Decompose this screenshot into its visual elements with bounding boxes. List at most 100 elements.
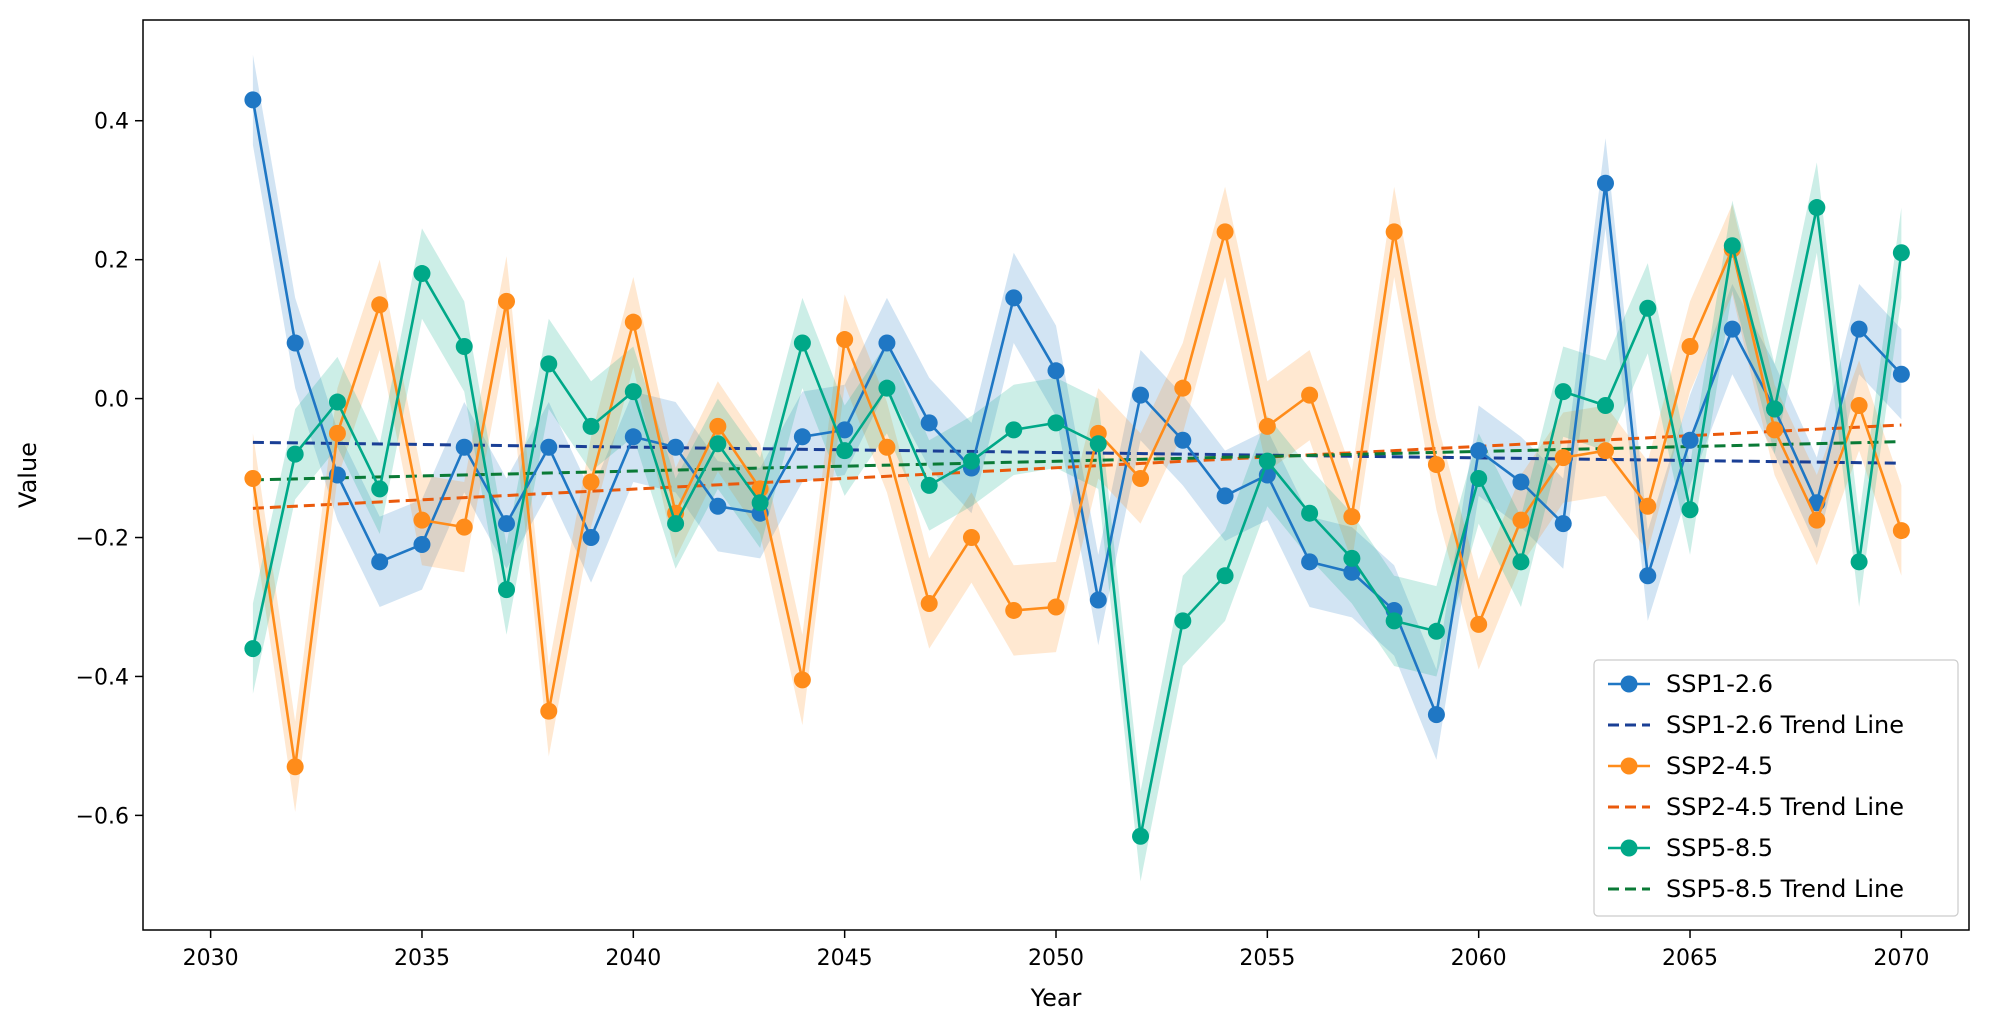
band-ssp2-4-5 — [252, 186, 1902, 812]
data-point-ssp5-8-5-2055 — [1258, 452, 1276, 470]
data-point-ssp1-2-6-2062 — [1554, 515, 1572, 533]
data-point-ssp5-8-5-2051 — [1089, 435, 1107, 453]
data-point-ssp1-2-6-2066 — [1723, 320, 1741, 338]
data-point-ssp2-4-5-2060 — [1470, 615, 1488, 633]
data-point-ssp1-2-6-2052 — [1132, 386, 1150, 404]
data-point-ssp1-2-6-2061 — [1512, 473, 1530, 491]
data-point-ssp2-4-5-2057 — [1343, 508, 1361, 526]
series-ssp1-2-6 — [244, 91, 1910, 724]
y-tick-label-0-2: 0.2 — [94, 249, 129, 274]
data-point-ssp1-2-6-2035 — [413, 535, 431, 553]
x-tick-label-2070: 2070 — [1873, 946, 1929, 971]
x-tick-label-2030: 2030 — [183, 946, 239, 971]
data-point-ssp2-4-5-2053 — [1174, 379, 1192, 397]
data-point-ssp5-8-5-2066 — [1723, 237, 1741, 255]
x-tick-label-2035: 2035 — [394, 946, 450, 971]
data-point-ssp5-8-5-2039 — [582, 417, 600, 435]
data-point-ssp5-8-5-2057 — [1343, 549, 1361, 567]
data-point-ssp5-8-5-2069 — [1850, 553, 1868, 571]
data-point-ssp2-4-5-2056 — [1301, 386, 1319, 404]
data-point-ssp2-4-5-2065 — [1681, 337, 1699, 355]
legend-entry-ssp1-2-6-trend-line: SSP1-2.6 Trend Line — [1608, 711, 1904, 739]
data-point-ssp1-2-6-2051 — [1089, 591, 1107, 609]
data-point-ssp2-4-5-2039 — [582, 473, 600, 491]
data-point-ssp1-2-6-2047 — [920, 414, 938, 432]
x-axis-label: Year — [1030, 984, 1082, 1012]
data-point-ssp2-4-5-2048 — [962, 529, 980, 547]
data-point-ssp2-4-5-2031 — [244, 469, 262, 487]
data-point-ssp2-4-5-2062 — [1554, 449, 1572, 467]
legend-marker-ssp5-8-5 — [1620, 839, 1638, 857]
series-ssp2-4-5 — [244, 223, 1910, 776]
legend-entry-ssp2-4-5: SSP2-4.5 — [1608, 752, 1773, 780]
data-point-ssp5-8-5-2044 — [793, 334, 811, 352]
data-point-ssp5-8-5-2037 — [498, 581, 516, 599]
data-point-ssp2-4-5-2033 — [328, 424, 346, 442]
data-point-ssp2-4-5-2058 — [1385, 223, 1403, 241]
x-tick-label-2050: 2050 — [1028, 946, 1084, 971]
x-tick-label-2045: 2045 — [817, 946, 873, 971]
data-point-ssp2-4-5-2047 — [920, 595, 938, 613]
data-point-ssp1-2-6-2032 — [286, 334, 304, 352]
data-point-ssp1-2-6-2050 — [1047, 362, 1065, 380]
y-tick-label-0-2: −0.2 — [76, 527, 129, 552]
legend-marker-ssp2-4-5 — [1620, 757, 1638, 775]
data-point-ssp2-4-5-2037 — [498, 292, 516, 310]
y-axis-label: Value — [14, 442, 42, 508]
data-point-ssp1-2-6-2038 — [540, 438, 558, 456]
y-tick-label-0-4: 0.4 — [94, 110, 129, 135]
data-point-ssp5-8-5-2035 — [413, 265, 431, 283]
data-point-ssp2-4-5-2069 — [1850, 397, 1868, 415]
series-ssp5-8-5 — [244, 199, 1910, 845]
data-point-ssp5-8-5-2032 — [286, 445, 304, 463]
data-point-ssp2-4-5-2050 — [1047, 598, 1065, 616]
data-point-ssp5-8-5-2059 — [1427, 622, 1445, 640]
series-line-ssp1-2-6 — [251, 99, 1903, 716]
data-point-ssp2-4-5-2052 — [1132, 469, 1150, 487]
data-point-ssp1-2-6-2044 — [793, 428, 811, 446]
data-point-ssp5-8-5-2064 — [1639, 299, 1657, 317]
data-point-ssp2-4-5-2044 — [793, 671, 811, 689]
data-series — [244, 91, 1910, 845]
data-point-ssp2-4-5-2046 — [878, 438, 896, 456]
data-point-ssp1-2-6-2070 — [1892, 365, 1910, 383]
data-point-ssp5-8-5-2052 — [1132, 827, 1150, 845]
data-point-ssp2-4-5-2067 — [1766, 421, 1784, 439]
data-point-ssp1-2-6-2065 — [1681, 431, 1699, 449]
data-point-ssp5-8-5-2042 — [709, 435, 727, 453]
band-ssp5-8-5 — [252, 162, 1902, 882]
legend-label-ssp5-8-5-trend-line: SSP5-8.5 Trend Line — [1666, 875, 1904, 903]
data-point-ssp5-8-5-2065 — [1681, 501, 1699, 519]
legend-label-ssp5-8-5: SSP5-8.5 — [1666, 834, 1773, 862]
legend-entry-ssp5-8-5: SSP5-8.5 — [1608, 834, 1773, 862]
legend-entry-ssp1-2-6: SSP1-2.6 — [1608, 670, 1773, 698]
legend: SSP1-2.6 SSP1-2.6 Trend Line SSP2-4.5 SSP2-… — [1593, 659, 1959, 917]
legend-entry-ssp5-8-5-trend-line: SSP5-8.5 Trend Line — [1608, 875, 1904, 903]
data-point-ssp1-2-6-2045 — [836, 421, 854, 439]
data-point-ssp1-2-6-2037 — [498, 515, 516, 533]
data-point-ssp5-8-5-2031 — [244, 640, 262, 658]
data-point-ssp1-2-6-2056 — [1301, 553, 1319, 571]
series-line-ssp2-4-5 — [251, 230, 1903, 769]
data-point-ssp2-4-5-2055 — [1258, 417, 1276, 435]
data-point-ssp1-2-6-2069 — [1850, 320, 1868, 338]
data-point-ssp1-2-6-2063 — [1596, 174, 1614, 192]
data-point-ssp5-8-5-2058 — [1385, 612, 1403, 630]
data-point-ssp5-8-5-2036 — [455, 337, 473, 355]
data-point-ssp2-4-5-2036 — [455, 518, 473, 536]
data-point-ssp1-2-6-2046 — [878, 334, 896, 352]
data-point-ssp1-2-6-2064 — [1639, 567, 1657, 585]
data-point-ssp2-4-5-2042 — [709, 417, 727, 435]
data-point-ssp5-8-5-2040 — [624, 383, 642, 401]
data-point-ssp2-4-5-2035 — [413, 511, 431, 529]
y-axis: −0.6 −0.4 −0.2 0.0 0.2 0.4 — [76, 110, 143, 829]
data-point-ssp2-4-5-2049 — [1005, 601, 1023, 619]
data-point-ssp2-4-5-2064 — [1639, 497, 1657, 515]
data-point-ssp2-4-5-2063 — [1596, 442, 1614, 460]
data-point-ssp5-8-5-2070 — [1892, 244, 1910, 262]
data-point-ssp2-4-5-2034 — [371, 296, 389, 314]
data-point-ssp1-2-6-2036 — [455, 438, 473, 456]
data-point-ssp2-4-5-2032 — [286, 758, 304, 776]
y-tick-label-0-4: −0.4 — [76, 665, 129, 690]
